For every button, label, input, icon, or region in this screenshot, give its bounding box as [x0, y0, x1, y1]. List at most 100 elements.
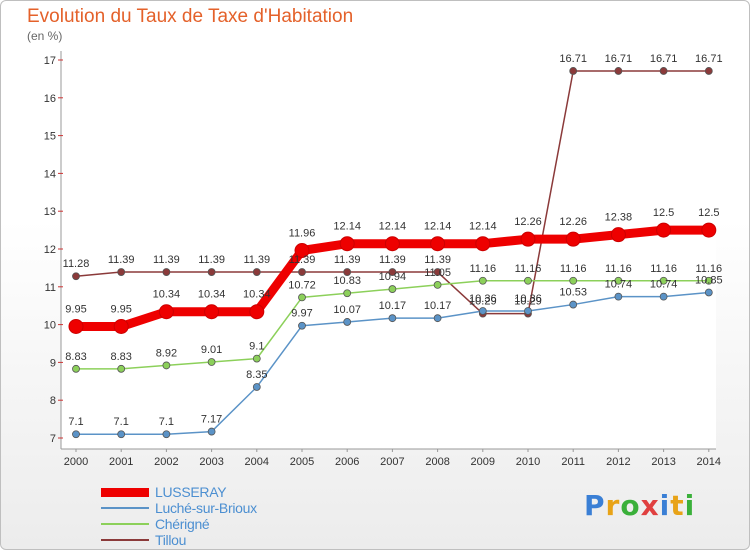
data-label: 11.05 [424, 267, 451, 279]
data-label: 11.16 [695, 263, 722, 275]
data-label: 11.16 [650, 263, 677, 275]
data-label: 11.96 [289, 228, 316, 240]
data-label: 10.72 [288, 279, 316, 291]
data-label: 7.1 [68, 416, 83, 428]
data-label: 10.36 [514, 293, 542, 305]
data-label: 8.92 [156, 347, 177, 359]
data-point [72, 364, 80, 373]
data-label: 16.71 [695, 53, 723, 65]
chart-title: Evolution du Taux de Taxe d'Habitation [27, 6, 354, 27]
data-point [384, 236, 400, 252]
data-point [656, 222, 672, 238]
data-label: 10.17 [424, 300, 452, 312]
data-point [701, 222, 717, 238]
data-point [72, 272, 80, 281]
data-label: 16.71 [559, 53, 587, 65]
y-tick-label: 17 [44, 55, 56, 67]
logo-letter: x [640, 489, 660, 522]
x-tick-label: 2001 [109, 456, 133, 468]
proxiti-logo: Proxiti [584, 489, 695, 522]
data-point [204, 304, 220, 320]
data-label: 10.85 [695, 274, 723, 286]
data-point [252, 383, 261, 391]
data-label: 11.39 [198, 254, 225, 266]
data-label: 10.34 [243, 289, 271, 301]
legend-label: Luché-sur-Brioux [155, 500, 257, 516]
data-point [614, 292, 623, 301]
y-tick-label: 10 [44, 320, 56, 332]
data-point [704, 276, 713, 285]
x-tick-label: 2012 [606, 456, 630, 468]
data-label: 12.5 [698, 207, 719, 219]
data-point [162, 430, 171, 439]
data-label: 10.07 [333, 304, 361, 316]
data-label: 12.5 [653, 207, 674, 219]
logo-letter: r [605, 489, 621, 522]
legend-swatch [101, 507, 149, 509]
data-point [704, 67, 713, 75]
data-point [252, 268, 261, 276]
data-point [433, 281, 442, 289]
x-tick-label: 2007 [380, 456, 404, 468]
data-point [388, 314, 397, 323]
y-tick-label: 15 [44, 131, 56, 143]
legend: LUSSERAY Luché-sur-Brioux Chérigné Tillou [101, 484, 257, 548]
x-tick-label: 2014 [697, 456, 721, 468]
legend-label: Chérigné [155, 516, 210, 532]
x-tick-label: 2009 [471, 456, 495, 468]
data-label: 10.74 [650, 279, 678, 291]
data-point [162, 268, 171, 276]
data-label: 9.97 [291, 308, 312, 320]
y-tick-label: 11 [45, 282, 56, 294]
x-tick-label: 2010 [516, 456, 540, 468]
data-label: 10.74 [605, 279, 633, 291]
data-point [659, 67, 668, 75]
data-point [252, 354, 261, 363]
data-label: 10.29 [469, 296, 497, 308]
legend-item: Luché-sur-Brioux [101, 500, 257, 516]
data-label: 11.39 [379, 254, 406, 266]
y-tick-label: 8 [50, 395, 56, 407]
logo-letter: i [684, 489, 696, 522]
data-label: 12.26 [514, 216, 542, 228]
data-label: 11.28 [63, 258, 90, 270]
data-label: 7.1 [114, 416, 129, 428]
data-label: 10.34 [153, 289, 181, 301]
line-chart: 7 8 9 10 11 12 13 14 15 16 17 2000 2001 2002 2003 2004 2… [44, 51, 723, 468]
data-label: 8.35 [246, 369, 267, 381]
data-label: 11.39 [108, 254, 135, 266]
data-point [158, 304, 174, 320]
data-label: 7.1 [159, 416, 174, 428]
data-label: 9.95 [65, 303, 86, 315]
logo-letter: i [659, 489, 671, 522]
data-point [117, 364, 126, 373]
data-point [162, 361, 171, 370]
data-point [207, 358, 216, 366]
data-point [704, 288, 713, 297]
data-label: 11.39 [424, 254, 451, 266]
data-point [298, 321, 306, 330]
x-tick-label: 2005 [290, 456, 314, 468]
data-label: 12.14 [379, 221, 407, 233]
data-point [207, 427, 216, 436]
data-label: 10.53 [559, 287, 587, 299]
data-label: 10.17 [379, 300, 407, 312]
data-point [659, 292, 668, 301]
data-point [475, 236, 491, 252]
y-tick-label: 13 [44, 206, 56, 218]
data-point [113, 318, 129, 334]
data-point [569, 276, 578, 285]
data-point [343, 318, 352, 326]
data-point [430, 236, 446, 252]
chart-unit-label: (en %) [27, 29, 63, 43]
data-point [569, 67, 578, 75]
data-point [478, 307, 487, 315]
data-point [614, 276, 623, 285]
data-label: 12.26 [559, 216, 587, 228]
data-point [524, 307, 532, 315]
data-point [520, 231, 536, 247]
data-label: 11.16 [605, 263, 632, 275]
x-tick-label: 2006 [335, 456, 359, 468]
legend-item: Tillou [101, 532, 257, 548]
data-point [249, 304, 265, 320]
